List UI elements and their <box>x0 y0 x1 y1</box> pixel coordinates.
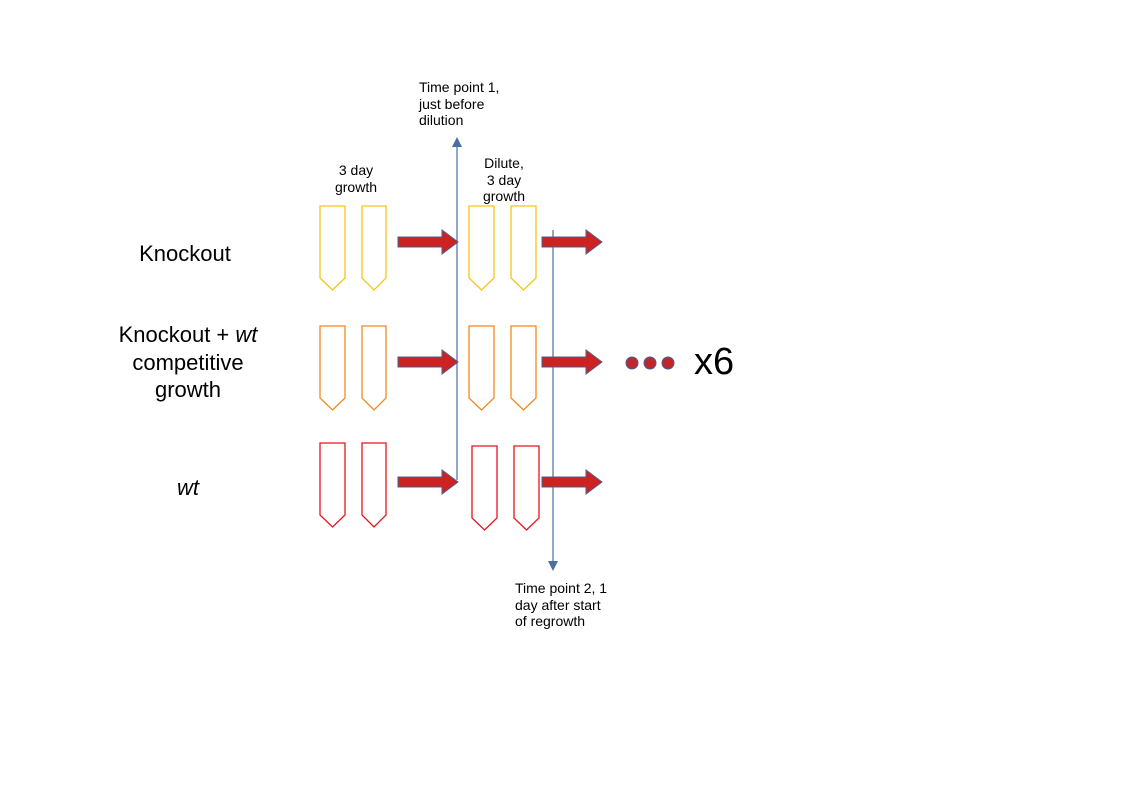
timepoint2-label: Time point 2, 1 day after start of regro… <box>515 580 607 630</box>
arrow-wt-1 <box>397 469 459 495</box>
ellipsis-dot-3 <box>661 356 675 370</box>
timepoint1-line3: dilution <box>419 112 464 128</box>
row-label-wt-text: wt <box>177 475 199 500</box>
tube-wt-2 <box>361 442 387 528</box>
arrow-knockout-2 <box>541 229 603 255</box>
row-label-wt: wt <box>138 474 238 502</box>
row-label-competitive-line3: growth <box>154 377 222 402</box>
tube-wt-3 <box>471 445 498 531</box>
growth-label: 3 day growth <box>316 162 396 195</box>
tube-knockout-4 <box>510 205 537 291</box>
tube-competitive-4 <box>510 325 537 411</box>
timepoint2-line2: day after start <box>515 596 601 613</box>
arrow-wt-2 <box>541 469 603 495</box>
ellipsis-dot-1 <box>625 356 639 370</box>
tube-knockout-2 <box>361 205 387 291</box>
tube-knockout-1 <box>319 205 346 291</box>
timepoint2-line3: of regrowth <box>515 613 586 629</box>
tube-wt-1 <box>319 442 346 528</box>
row-label-competitive-line2: competitive <box>132 349 244 375</box>
timepoint1-line2: just before <box>419 95 485 112</box>
dilute-label: Dilute, 3 day growth <box>464 155 544 205</box>
tube-wt-4 <box>513 445 540 531</box>
repeat-label: x6 <box>694 341 735 383</box>
timepoint1-line1: Time point 1, <box>419 79 500 95</box>
dilute-label-line1: Dilute, <box>484 155 524 171</box>
row-label-competitive-italic: wt <box>235 322 258 347</box>
arrow-knockout-1 <box>397 229 459 255</box>
row-label-knockout: Knockout <box>110 240 260 268</box>
tube-competitive-3 <box>468 325 495 411</box>
tube-competitive-2 <box>361 325 387 411</box>
row-label-competitive: Knockout + wt competitive growth <box>98 321 278 404</box>
tube-knockout-3 <box>468 205 495 291</box>
ellipsis-dot-2 <box>643 356 657 370</box>
tube-competitive-1 <box>319 325 346 411</box>
timepoint2-line1: Time point 2, 1 <box>515 580 608 596</box>
dilute-label-line2: 3 day <box>486 171 522 188</box>
arrow-competitive-2 <box>541 349 603 375</box>
arrow-competitive-1 <box>397 349 459 375</box>
timepoint1-label: Time point 1, just before dilution <box>419 79 499 129</box>
dilute-label-line3: growth <box>482 188 526 204</box>
growth-label-line2: growth <box>334 178 378 195</box>
row-label-competitive-prefix: Knockout + <box>118 322 236 347</box>
row-label-knockout-text: Knockout <box>139 241 231 266</box>
growth-label-line1: 3 day <box>338 162 374 178</box>
